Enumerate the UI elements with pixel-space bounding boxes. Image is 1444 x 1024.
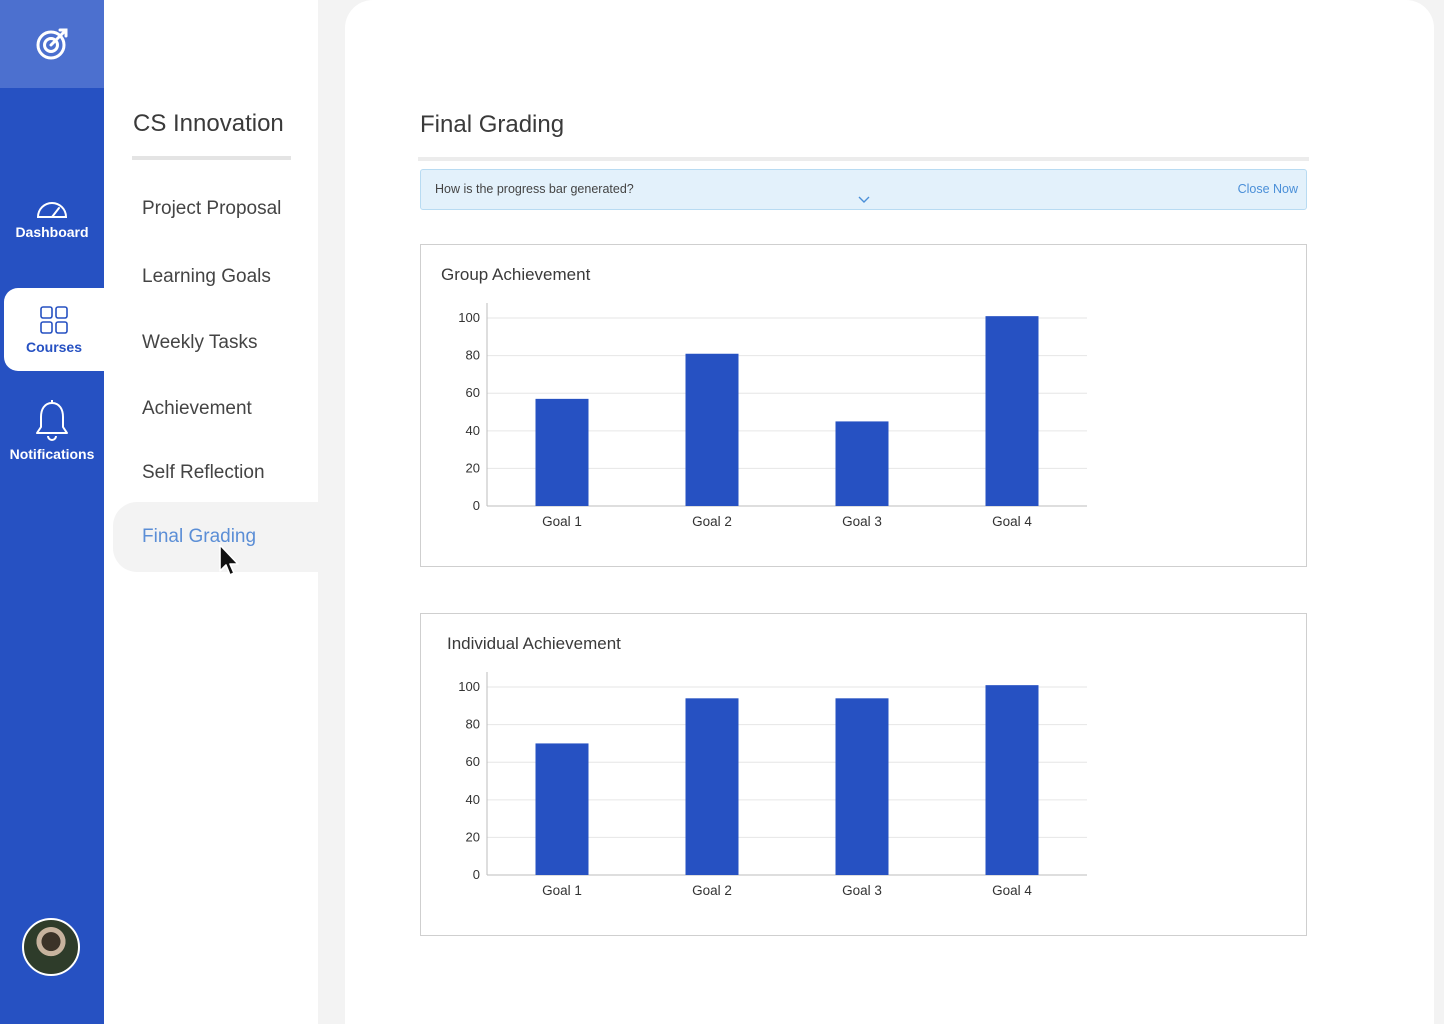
x-tick-label: Goal 4	[992, 514, 1032, 529]
main-content: Final Grading How is the progress bar ge…	[345, 0, 1434, 1024]
nav-item-dashboard[interactable]: Dashboard	[0, 196, 104, 240]
y-tick-label: 80	[466, 717, 480, 732]
bar	[535, 743, 589, 875]
y-tick-label: 0	[473, 867, 480, 882]
y-tick-label: 20	[466, 460, 480, 475]
menu-item-self-reflection[interactable]: Self Reflection	[142, 462, 265, 483]
nav-rail: Dashboard Courses Notifications	[0, 0, 104, 1024]
x-tick-label: Goal 1	[542, 883, 582, 898]
divider	[132, 156, 291, 160]
menu-item-weekly-tasks[interactable]: Weekly Tasks	[142, 332, 258, 353]
bar	[985, 316, 1039, 506]
user-avatar[interactable]	[22, 918, 80, 976]
x-tick-label: Goal 3	[842, 514, 882, 529]
y-tick-label: 60	[466, 754, 480, 769]
divider	[418, 157, 1309, 161]
chevron-down-icon[interactable]	[858, 196, 870, 204]
nav-item-courses[interactable]: Courses	[4, 288, 104, 371]
x-tick-label: Goal 4	[992, 883, 1032, 898]
y-tick-label: 100	[458, 310, 480, 325]
page-title: Final Grading	[420, 111, 565, 138]
x-tick-label: Goal 2	[692, 883, 732, 898]
gauge-icon	[36, 202, 68, 218]
individual-achievement-card: Individual Achievement 0 20 40 60 80 100 Goal …	[420, 613, 1307, 936]
y-tick-label: 40	[466, 423, 480, 438]
bar	[685, 698, 739, 875]
menu-item-learning-goals[interactable]: Learning Goals	[142, 266, 271, 287]
menu-item-achievement[interactable]: Achievement	[142, 398, 252, 419]
group-achievement-chart: 0 20 40 60 80 100 Goal 1 Goal 2 Goal 3 Goal 4	[458, 303, 1087, 529]
course-title: CS Innovation	[133, 110, 284, 137]
y-tick-label: 40	[466, 792, 480, 807]
banner-question[interactable]: How is the progress bar generated?	[435, 182, 634, 196]
group-achievement-card: Group Achievement 0 20 40 60 80 100 Goal 1 Goal…	[420, 244, 1307, 567]
course-menu: CS Innovation Project Proposal Learning …	[104, 0, 323, 1024]
y-tick-label: 20	[466, 829, 480, 844]
bar	[835, 421, 889, 506]
x-tick-label: Goal 1	[542, 514, 582, 529]
chart-title: Group Achievement	[441, 265, 591, 284]
mouse-pointer-icon	[219, 544, 239, 576]
close-now-link[interactable]: Close Now	[1237, 182, 1298, 196]
y-tick-label: 60	[466, 385, 480, 400]
bar	[985, 685, 1039, 875]
bar	[535, 398, 589, 506]
grid-icon	[40, 305, 68, 334]
y-tick-label: 80	[466, 348, 480, 363]
chart-title: Individual Achievement	[447, 634, 621, 653]
y-tick-label: 0	[473, 498, 480, 513]
bell-icon	[36, 400, 68, 441]
menu-item-active-highlight	[113, 502, 323, 572]
target-icon	[36, 28, 68, 60]
nav-item-label: Dashboard	[15, 224, 89, 240]
individual-achievement-chart: 0 20 40 60 80 100 Goal 1 Goal 2 Goal 3 Goal 4	[458, 672, 1087, 898]
x-tick-label: Goal 3	[842, 883, 882, 898]
info-banner[interactable]: How is the progress bar generated? Close…	[420, 169, 1307, 210]
bar	[685, 353, 739, 506]
nav-item-label: Courses	[25, 338, 83, 355]
menu-item-final-grading[interactable]: Final Grading	[142, 526, 257, 547]
menu-item-project-proposal[interactable]: Project Proposal	[142, 198, 282, 219]
nav-item-notifications[interactable]: Notifications	[0, 400, 104, 462]
y-tick-label: 100	[458, 679, 480, 694]
app-logo[interactable]	[0, 0, 104, 88]
x-tick-label: Goal 2	[692, 514, 732, 529]
nav-item-label: Notifications	[9, 446, 95, 462]
bar	[835, 698, 889, 875]
